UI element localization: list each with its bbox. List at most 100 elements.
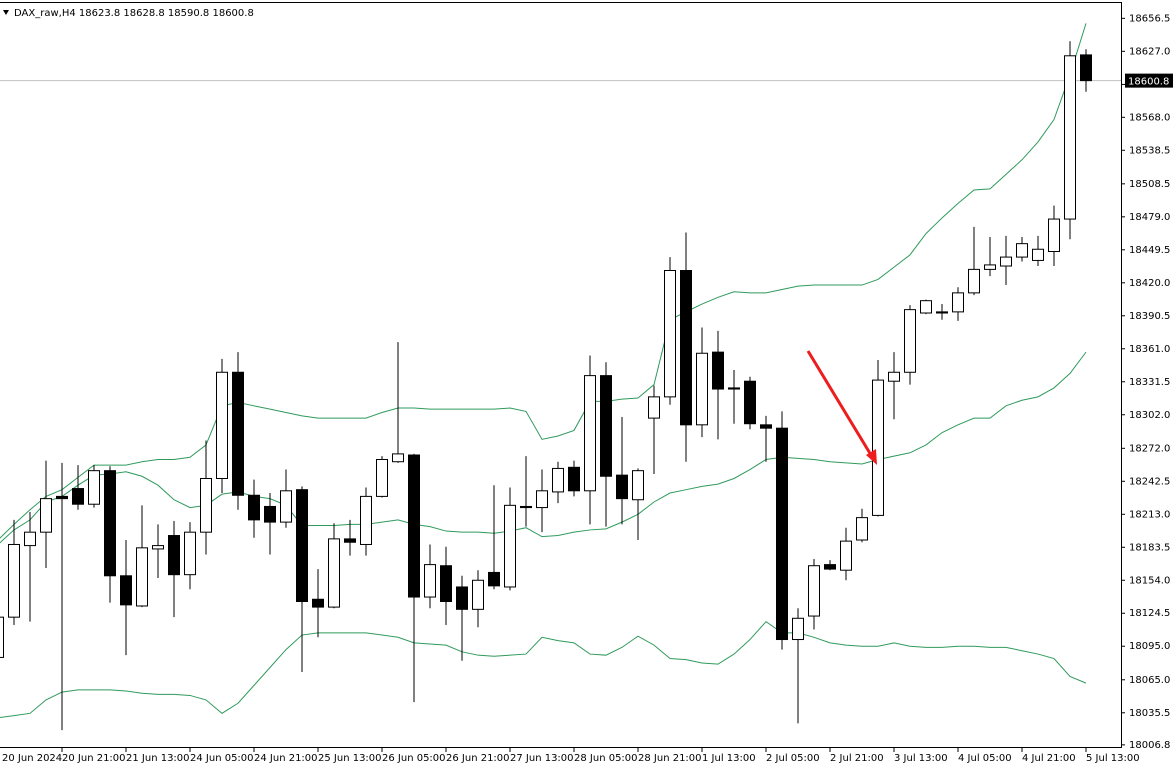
- x-tick-label: 28 Jun 05:00: [574, 753, 638, 764]
- candle: [280, 469, 292, 528]
- candle: [952, 287, 964, 321]
- candle-body: [312, 598, 324, 608]
- candle: [1080, 49, 1092, 92]
- collapse-triangle[interactable]: [3, 10, 9, 15]
- last-price-label: 18600.8: [1128, 77, 1169, 88]
- candle-body: [264, 505, 276, 523]
- candle-body: [616, 474, 628, 500]
- candle-body: [1064, 55, 1076, 220]
- y-tick-label: 18568.0: [1129, 112, 1170, 123]
- candle: [584, 355, 596, 525]
- candle: [1048, 205, 1060, 267]
- candle-body: [88, 470, 100, 505]
- candle: [264, 493, 276, 555]
- x-tick-label: 20 Jun 2024: [2, 753, 62, 764]
- candle: [120, 540, 132, 656]
- bands: [0, 23, 1087, 719]
- candle-body: [360, 495, 372, 545]
- candle: [792, 608, 804, 724]
- candle: [1000, 235, 1012, 286]
- y-tick-label: 18154.0: [1129, 575, 1170, 586]
- candle: [440, 546, 452, 625]
- candle-body: [728, 387, 740, 390]
- candle: [728, 370, 740, 424]
- y-tick-label: 18242.5: [1129, 476, 1170, 487]
- candle: [664, 257, 676, 405]
- candle-body: [744, 380, 756, 425]
- candle: [1064, 41, 1076, 240]
- candle: [1032, 235, 1044, 267]
- x-tick-label: 4 Jul 21:00: [1022, 753, 1076, 764]
- candle-body: [936, 311, 948, 314]
- candle: [936, 304, 948, 320]
- candle-body: [888, 371, 900, 382]
- y-tick-label: 18627.0: [1129, 46, 1170, 57]
- candle: [520, 456, 532, 527]
- candles: [0, 41, 1092, 731]
- candle-body: [440, 565, 452, 603]
- candle-body: [1032, 248, 1044, 261]
- candle: [136, 505, 148, 608]
- x-tick-label: 5 Jul 13:00: [1086, 753, 1140, 764]
- x-tick-label: 26 Jun 21:00: [446, 753, 510, 764]
- candle: [776, 411, 788, 650]
- candle: [984, 236, 996, 277]
- last-price-box: [1125, 73, 1173, 88]
- band-line: [0, 23, 1087, 539]
- candle-body: [56, 495, 68, 500]
- candle-body: [1016, 243, 1028, 258]
- candle: [616, 416, 628, 525]
- x-tick-label: 3 Jul 13:00: [894, 753, 948, 764]
- candle: [904, 305, 916, 385]
- candle: [216, 358, 228, 494]
- candle-body: [968, 268, 980, 294]
- candle-body: [8, 543, 20, 618]
- candle: [712, 330, 724, 440]
- candle: [456, 575, 468, 661]
- candle: [888, 352, 900, 420]
- candle-body: [296, 489, 308, 603]
- candle-body: [584, 375, 596, 492]
- candle: [296, 486, 308, 672]
- candle: [72, 465, 84, 510]
- candle: [1016, 236, 1028, 262]
- candle-body: [232, 371, 244, 496]
- y-tick-label: 18183.5: [1129, 542, 1170, 553]
- candle-body: [200, 477, 212, 533]
- candle: [504, 487, 516, 591]
- candle: [200, 440, 212, 555]
- candle-body: [664, 270, 676, 398]
- candle-body: [632, 470, 644, 501]
- annotation-arrow: [806, 350, 877, 465]
- candle-body: [328, 538, 340, 608]
- candle-body: [0, 616, 4, 658]
- candle-body: [536, 490, 548, 509]
- candle: [536, 469, 548, 533]
- candle-body: [120, 575, 132, 606]
- band-line: [0, 620, 1087, 719]
- y-tick-label: 18065.0: [1129, 675, 1170, 686]
- candle: [24, 512, 36, 622]
- x-tick-label: 24 Jun 05:00: [190, 753, 254, 764]
- candle: [648, 385, 660, 475]
- candle: [856, 508, 868, 543]
- candle-body: [472, 579, 484, 610]
- candle-body: [424, 564, 436, 598]
- y-tick-label: 18508.5: [1129, 179, 1170, 190]
- y-tick-label: 18449.5: [1129, 245, 1170, 256]
- candle: [104, 466, 116, 603]
- candle-body: [488, 571, 500, 587]
- axes: 18656.518627.018597.418568.018538.518508…: [2, 13, 1173, 764]
- candle: [360, 487, 372, 556]
- candle: [488, 485, 500, 590]
- candle: [424, 544, 436, 609]
- x-tick-label: 25 Jun 13:00: [318, 753, 382, 764]
- candle: [392, 342, 404, 463]
- x-tick-label: 28 Jun 21:00: [638, 753, 702, 764]
- candle-body: [904, 309, 916, 373]
- candle-body: [712, 351, 724, 390]
- candle: [344, 519, 356, 556]
- y-tick-label: 18095.0: [1129, 641, 1170, 652]
- candle-body: [1048, 218, 1060, 252]
